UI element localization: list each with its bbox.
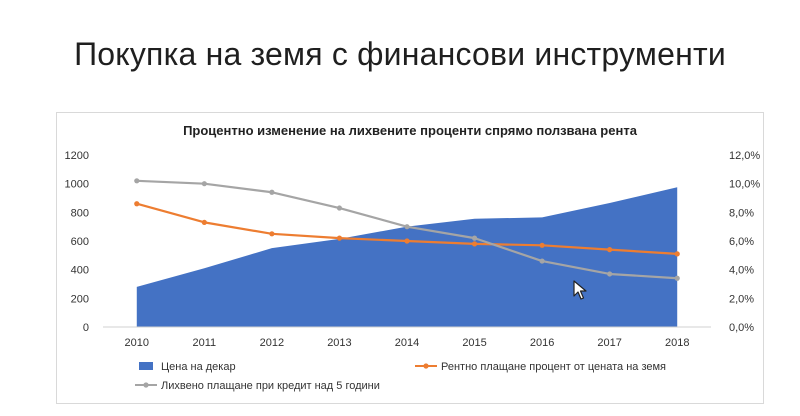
right-axis: 0,0% 2,0% 4,0% 6,0% 8,0% 10,0% 12,0% — [729, 150, 760, 334]
chart-frame: Процентно изменение на лихвените процент… — [56, 112, 764, 404]
series-2-point — [471, 235, 478, 241]
right-tick-label: 0,0% — [729, 322, 754, 334]
mouse-pointer-icon — [573, 280, 587, 300]
right-tick-label: 12,0% — [729, 150, 760, 162]
x-tick-label: 2016 — [530, 337, 554, 349]
left-tick-label: 600 — [71, 236, 89, 248]
x-tick-label: 2017 — [597, 337, 621, 349]
series-2-point — [607, 271, 613, 277]
legend-label: Цена на декар — [161, 361, 236, 373]
series-2-point — [336, 205, 343, 211]
series-1-point — [539, 242, 545, 248]
left-tick-label: 400 — [71, 265, 89, 277]
series-1-point — [269, 231, 275, 237]
right-tick-label: 8,0% — [729, 207, 754, 219]
series-2-point — [201, 181, 207, 187]
legend-swatch-marker — [423, 363, 429, 369]
legend-swatch — [139, 362, 153, 370]
legend: Цена на декар Рентно плащане процент от ц… — [135, 361, 666, 392]
x-tick-label: 2018 — [665, 337, 689, 349]
slide-title: Покупка на земя с финансови инструменти — [74, 36, 726, 72]
x-tick-label: 2013 — [327, 337, 351, 349]
left-tick-label: 1000 — [65, 179, 89, 191]
series-1-point — [471, 241, 478, 247]
left-tick-label: 200 — [71, 293, 89, 305]
series-1-point — [134, 201, 140, 207]
series-1-point — [201, 219, 207, 225]
right-tick-label: 6,0% — [729, 236, 754, 248]
left-tick-label: 0 — [83, 322, 89, 334]
series-layer — [134, 178, 680, 327]
area-series-0 — [136, 187, 678, 327]
series-2-point — [269, 189, 275, 195]
left-tick-label: 800 — [71, 207, 89, 219]
chart-title: Процентно изменение на лихвените процент… — [183, 123, 638, 138]
series-1-point — [336, 235, 343, 241]
legend-label: Рентно плащане процент от цената на земя — [441, 361, 666, 373]
x-axis: 2010 2011 2012 2013 2014 2015 2016 2017 2018 — [125, 337, 690, 349]
series-1-point — [674, 251, 680, 257]
series-2-point — [539, 258, 545, 264]
series-2-point — [134, 178, 140, 184]
x-tick-label: 2012 — [260, 337, 284, 349]
x-tick-label: 2011 — [193, 337, 217, 349]
right-tick-label: 2,0% — [729, 293, 754, 305]
x-tick-label: 2014 — [395, 337, 419, 349]
x-tick-label: 2010 — [125, 337, 149, 349]
right-tick-label: 10,0% — [729, 179, 760, 191]
combo-chart: Процентно изменение на лихвените процент… — [65, 123, 761, 392]
series-2-point — [404, 224, 410, 230]
left-axis: 0 200 400 600 800 1000 1200 — [65, 150, 89, 334]
legend-label: Лихвено плащане при кредит над 5 години — [161, 380, 380, 392]
series-1-point — [404, 238, 410, 244]
legend-swatch-marker — [143, 382, 149, 388]
x-tick-label: 2015 — [462, 337, 486, 349]
right-tick-label: 4,0% — [729, 265, 754, 277]
series-1-point — [607, 247, 613, 253]
series-2-point — [674, 275, 680, 281]
left-tick-label: 1200 — [65, 150, 89, 162]
